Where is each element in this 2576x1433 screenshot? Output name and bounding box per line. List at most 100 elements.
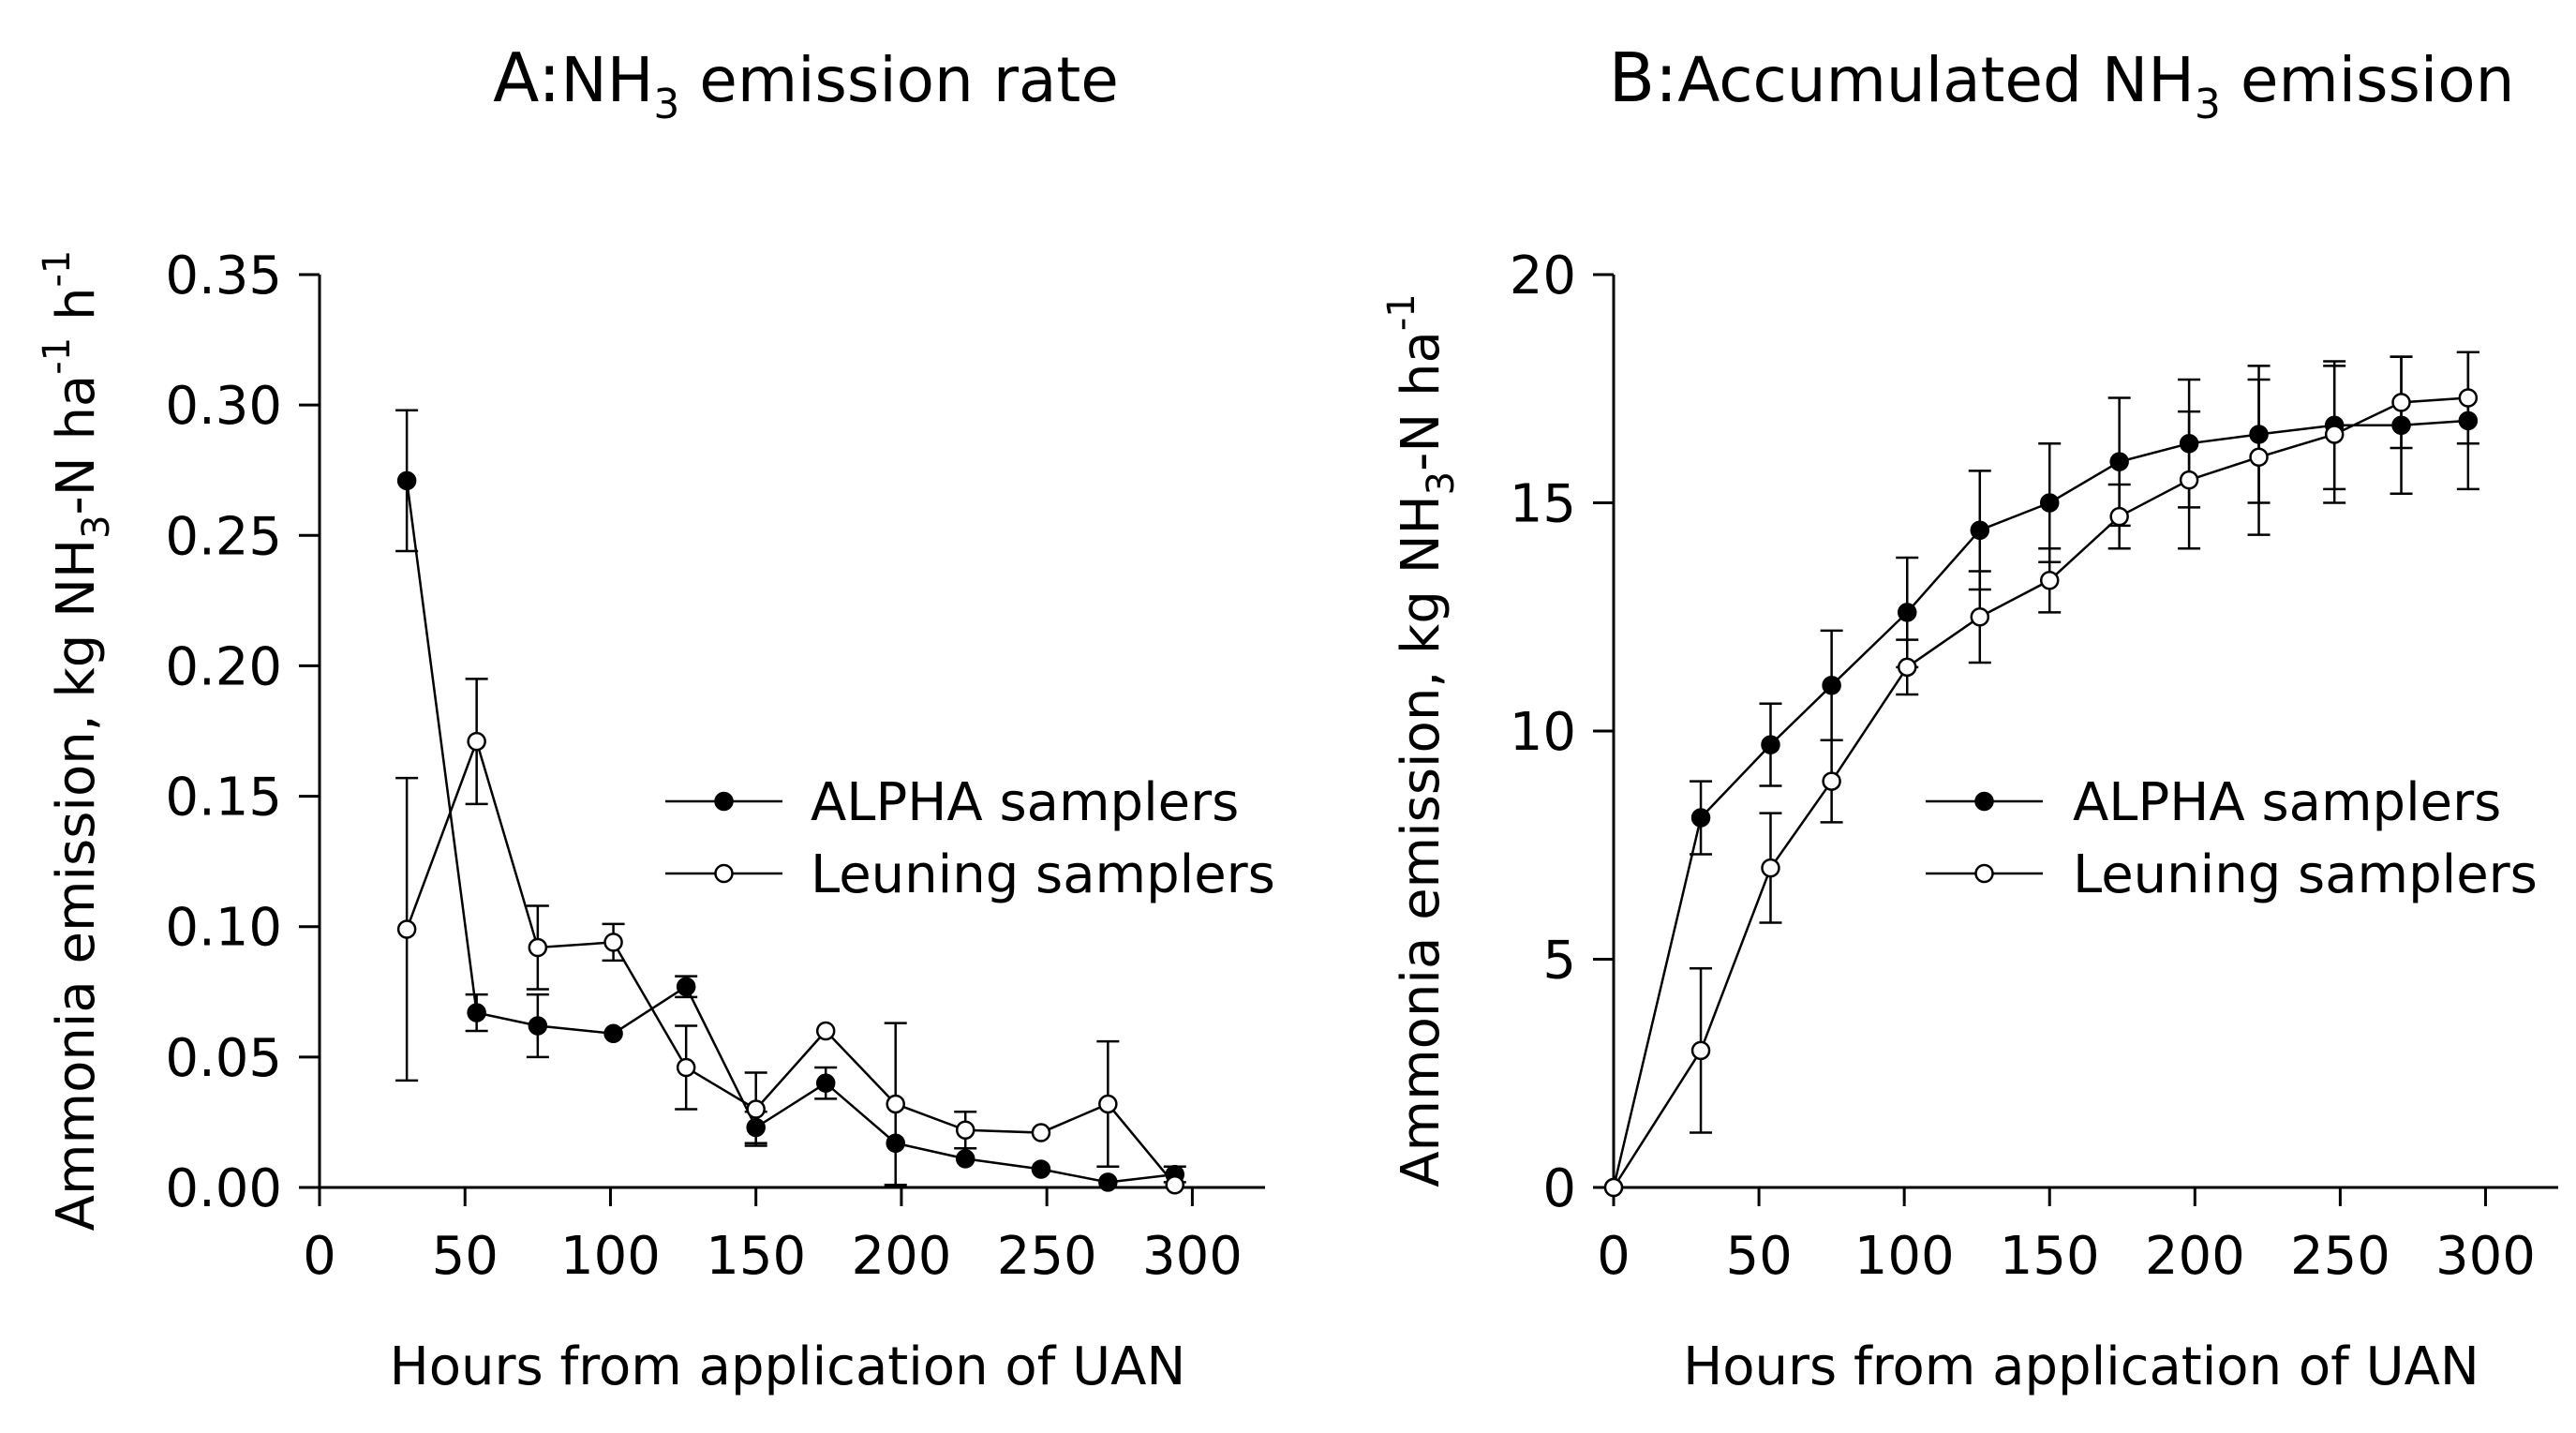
data-point bbox=[1822, 676, 1841, 695]
data-point bbox=[955, 1149, 975, 1169]
x-tick-label: 200 bbox=[2145, 1226, 2245, 1287]
chart-title: A:NH3 emission rate bbox=[493, 38, 1119, 128]
y-tick-label: 0.15 bbox=[165, 768, 282, 828]
data-point bbox=[1098, 1094, 1118, 1114]
ylabel-subscript: 3 bbox=[1420, 471, 1463, 495]
ylabel-superscript: -1 bbox=[36, 337, 79, 375]
y-tick-label: 0.00 bbox=[165, 1158, 282, 1219]
data-point bbox=[1970, 520, 1990, 540]
y-tick-label: 0.30 bbox=[165, 376, 282, 437]
ylabel-subscript: 3 bbox=[75, 515, 118, 538]
data-point bbox=[467, 1003, 486, 1023]
y-tick-label: 0.10 bbox=[165, 898, 282, 959]
x-tick-label: 0 bbox=[1597, 1226, 1630, 1287]
data-point bbox=[2324, 425, 2345, 444]
data-point bbox=[1031, 1123, 1051, 1142]
legend-marker bbox=[1974, 863, 1994, 884]
data-point bbox=[396, 470, 417, 491]
data-point bbox=[1898, 657, 1917, 678]
data-point bbox=[815, 1073, 836, 1093]
data-point bbox=[676, 1057, 696, 1078]
data-point bbox=[1761, 858, 1780, 878]
data-point bbox=[2249, 447, 2269, 468]
data-point bbox=[1898, 603, 1917, 622]
data-point bbox=[955, 1120, 975, 1141]
title-subscript: 3 bbox=[653, 81, 679, 128]
x-tick-label: 150 bbox=[2000, 1226, 2100, 1287]
data-point bbox=[1822, 771, 1841, 791]
series-line bbox=[405, 738, 1176, 1187]
data-point bbox=[1690, 808, 1711, 828]
x-tick-label: 100 bbox=[1854, 1226, 1955, 1287]
data-point bbox=[1098, 1172, 1118, 1192]
data-point bbox=[2109, 506, 2129, 527]
y-tick-label: 0 bbox=[1542, 1158, 1576, 1219]
title-prefix: A: bbox=[493, 38, 560, 117]
legend: ALPHA samplers Leuning samplers bbox=[665, 772, 1275, 905]
chart-title: B:Accumulated NH3 emission bbox=[1609, 38, 2515, 128]
data-point bbox=[1165, 1174, 1185, 1195]
title-subscript: 3 bbox=[2195, 81, 2221, 128]
data-point bbox=[746, 1099, 766, 1119]
x-tick-label: 150 bbox=[706, 1226, 806, 1287]
y-axis-title: Ammonia emission, kg NH3-N ha-1 bbox=[1380, 293, 1463, 1187]
ylabel-unit: -N ha bbox=[46, 375, 107, 515]
series-leuning-samplers bbox=[395, 678, 1185, 1195]
ylabel-main: Ammonia emission, kg NH bbox=[1391, 495, 1452, 1187]
x-tick-label: 100 bbox=[560, 1226, 661, 1287]
data-point bbox=[1690, 1040, 1711, 1061]
x-tick-label: 300 bbox=[2435, 1226, 2536, 1287]
data-point bbox=[603, 933, 623, 952]
data-point bbox=[603, 1023, 623, 1044]
ylabel-unit-h: h bbox=[46, 288, 107, 337]
data-point bbox=[2039, 571, 2060, 590]
data-point bbox=[2109, 452, 2129, 471]
y-axis-title: Ammonia emission, kg NH3-N ha-1 h-1 bbox=[36, 250, 118, 1231]
data-point bbox=[2391, 393, 2411, 412]
legend-label: ALPHA samplers bbox=[811, 772, 1239, 833]
y-tick-label: 0.05 bbox=[165, 1028, 282, 1089]
data-point bbox=[528, 937, 548, 958]
title-main: Accumulated NH bbox=[1677, 44, 2195, 116]
series-leuning-samplers bbox=[1603, 351, 2479, 1198]
panel-a: A:NH3 emission rate 0.00 0.05 0.10 0.15 0.20 0… bbox=[36, 38, 1275, 1397]
legend: ALPHA samplers Leuning samplers bbox=[1926, 772, 2538, 905]
x-tick-label: 0 bbox=[303, 1226, 336, 1287]
y-tick-label: 0.20 bbox=[165, 636, 282, 697]
data-point bbox=[1031, 1159, 1051, 1179]
legend-label: Leuning samplers bbox=[811, 844, 1275, 905]
y-tick-label: 15 bbox=[1510, 474, 1576, 535]
data-point bbox=[676, 977, 696, 996]
title-main: NH bbox=[560, 44, 653, 116]
ylabel-main: Ammonia emission, kg NH bbox=[46, 539, 107, 1231]
data-point bbox=[2179, 470, 2199, 490]
y-tick-label: 0.25 bbox=[165, 506, 282, 567]
data-point bbox=[815, 1021, 836, 1041]
series-alpha-samplers bbox=[1603, 351, 2479, 1198]
data-point bbox=[1603, 1177, 1624, 1198]
data-point bbox=[467, 731, 486, 752]
legend-marker bbox=[714, 791, 734, 812]
ylabel-superscript: -1 bbox=[1380, 293, 1423, 331]
data-point bbox=[528, 1016, 548, 1036]
title-tail: emission bbox=[2221, 44, 2515, 116]
data-point bbox=[886, 1094, 905, 1114]
data-point bbox=[1761, 735, 1780, 754]
x-tick-label: 250 bbox=[2290, 1226, 2390, 1287]
y-tick-label: 0.35 bbox=[165, 246, 282, 306]
x-tick-label: 300 bbox=[1142, 1226, 1243, 1287]
x-tick-label: 250 bbox=[997, 1226, 1097, 1287]
title-prefix: B: bbox=[1609, 38, 1678, 117]
legend-label: Leuning samplers bbox=[2073, 844, 2538, 905]
y-tick-label: 5 bbox=[1542, 931, 1576, 992]
data-point bbox=[396, 919, 417, 939]
y-tick-label: 10 bbox=[1510, 702, 1576, 763]
x-axis-title: Hours from application of UAN bbox=[1683, 1336, 2479, 1397]
legend-label: ALPHA samplers bbox=[2073, 772, 2501, 833]
x-tick-label: 50 bbox=[1725, 1226, 1792, 1287]
data-point bbox=[2039, 493, 2060, 513]
data-point bbox=[1970, 607, 1990, 627]
y-tick-label: 20 bbox=[1510, 246, 1576, 306]
